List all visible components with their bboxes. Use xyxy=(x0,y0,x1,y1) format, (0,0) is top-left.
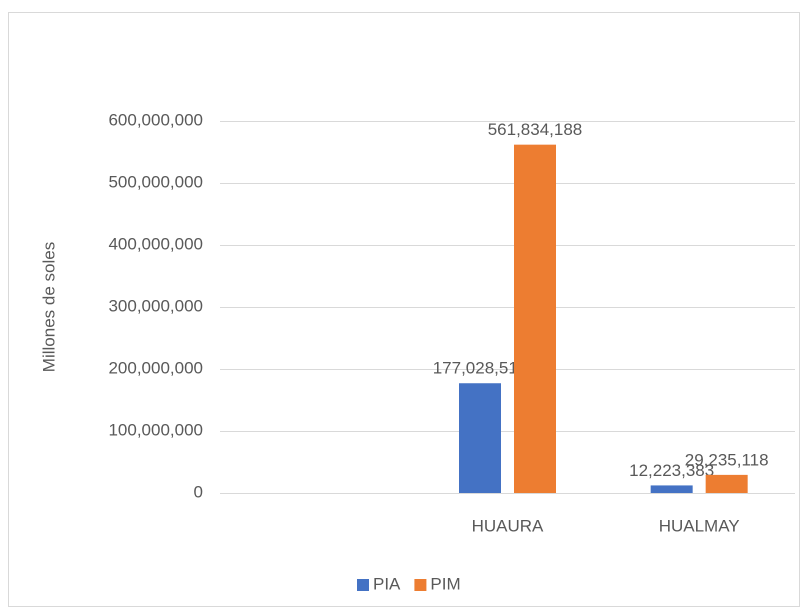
y-tick-label: 100,000,000 xyxy=(108,420,203,439)
y-tick-label: 0 xyxy=(194,482,203,501)
legend-label: PIA xyxy=(373,574,401,593)
bar xyxy=(705,474,748,493)
y-tick-label: 200,000,000 xyxy=(108,358,203,377)
data-label: 177,028,518 xyxy=(433,359,528,378)
y-axis-label: Millones de soles xyxy=(39,242,58,372)
y-tick-label: 400,000,000 xyxy=(108,234,203,253)
legend-label: PIM xyxy=(430,574,460,593)
legend-swatch xyxy=(357,579,369,591)
bar xyxy=(514,144,556,494)
y-tick-label: 500,000,000 xyxy=(108,172,203,191)
data-label: 12,223,383 xyxy=(629,461,714,480)
bar xyxy=(650,485,693,493)
data-label: 561,834,188 xyxy=(488,120,583,139)
y-tick-label: 600,000,000 xyxy=(108,110,203,129)
x-tick-label: HUALMAY xyxy=(659,516,740,535)
x-tick-label: HUAURA xyxy=(472,516,544,535)
chart-border xyxy=(8,12,800,607)
bar xyxy=(459,383,501,493)
legend-swatch xyxy=(414,579,427,591)
y-tick-label: 300,000,000 xyxy=(108,296,203,315)
data-label: 29,235,118 xyxy=(685,450,769,469)
